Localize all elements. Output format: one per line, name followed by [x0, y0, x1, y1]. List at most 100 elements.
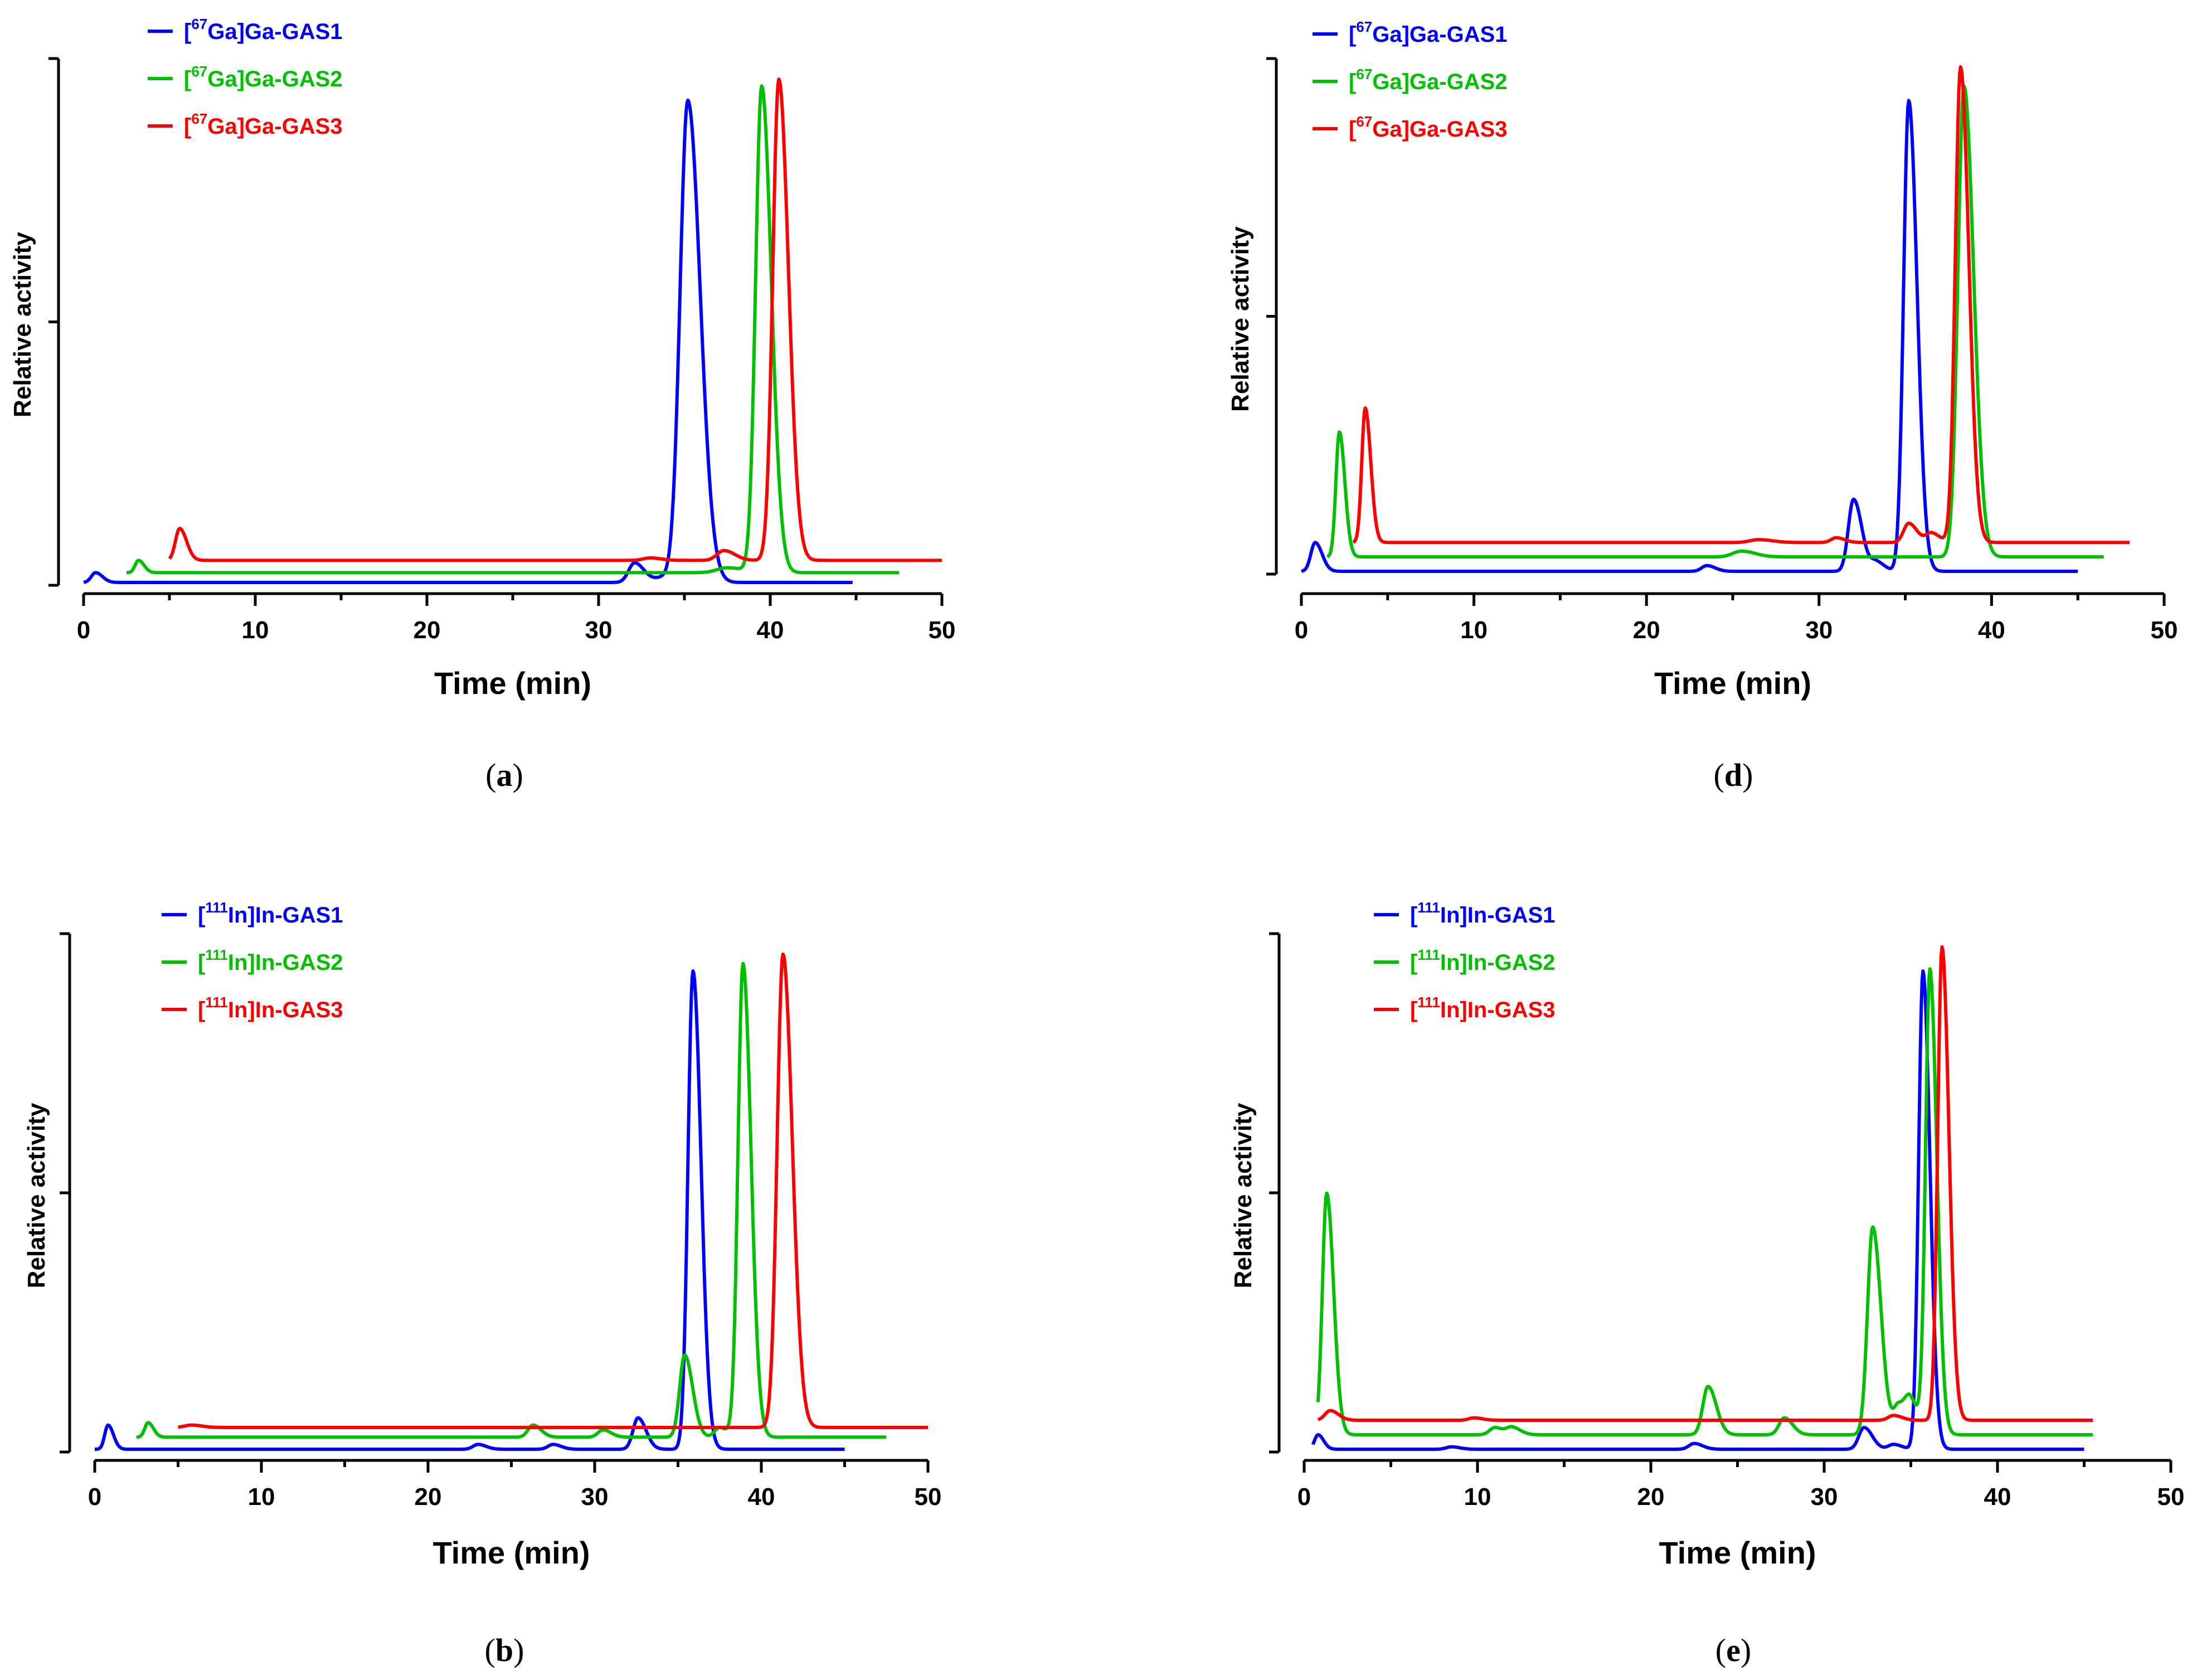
panel-label: (b) [485, 1632, 524, 1668]
legend-prefix: [ [184, 114, 191, 139]
x-tick-label: 0 [1295, 616, 1308, 644]
panel-label-close-paren: ) [513, 1632, 524, 1668]
x-axis-label: Time (min) [1654, 666, 1811, 701]
legend-entry-gas2: [67Ga]Ga-GAS2 [1349, 66, 1508, 94]
panel-label: (d) [1714, 757, 1753, 793]
legend-entry-gas2: [111In]In-GAS2 [198, 946, 343, 975]
x-tick-label: 30 [585, 616, 613, 644]
legend-entry-gas3: [111In]In-GAS3 [198, 994, 343, 1022]
panel-b: 0 10 20 30 40 50 Time (min) Relative activity [1… [23, 899, 941, 1668]
series-line-gas3 [168, 77, 943, 562]
legend-prefix: [ [1410, 998, 1417, 1022]
x-tick-label: 20 [414, 616, 441, 644]
series-line-gas3 [1352, 65, 2131, 545]
legend-prefix: [ [1349, 22, 1356, 47]
panel-label-open-paren: ( [485, 1632, 495, 1668]
y-axis-label: Relative activity [9, 232, 36, 417]
series-line-gas2 [125, 84, 900, 575]
panel-e: 0 10 20 30 40 50 Time (min) Relative activity [1… [1229, 899, 2184, 1668]
legend-prefix: [ [184, 20, 191, 44]
x-tick-label: 20 [1633, 616, 1660, 644]
x-tick-label: 10 [242, 616, 269, 644]
legend-entry-gas3: [67Ga]Ga-GAS3 [184, 110, 343, 139]
y-axis-label: Relative activity [1227, 226, 1254, 412]
legend-entry-gas3: [111In]In-GAS3 [1410, 994, 1556, 1022]
series-line-gas2 [1316, 967, 2094, 1436]
series-line-gas1 [1311, 969, 2085, 1451]
legend-suffix: Ga]Ga-GAS3 [1372, 117, 1507, 142]
panel-label-close-paren: ) [1742, 757, 1753, 793]
legend-superscript: 67 [1356, 113, 1372, 130]
series-line-gas1 [82, 98, 854, 584]
x-tick-label: 40 [757, 616, 784, 644]
panel-a: 0 10 20 30 40 50 Time (min) Relative activity [6… [9, 16, 955, 793]
x-tick-label: 10 [1460, 616, 1488, 644]
panel-label-close-paren: ) [1741, 1632, 1751, 1668]
x-tick-label: 0 [88, 1483, 101, 1511]
x-axis-label: Time (min) [434, 666, 591, 701]
legend-superscript: 111 [1417, 994, 1440, 1011]
panel-label: (a) [485, 757, 523, 793]
x-axis-label: Time (min) [1659, 1535, 1816, 1570]
x-tick-label: 0 [1297, 1483, 1311, 1511]
legend-entry-gas1: [67Ga]Ga-GAS1 [1349, 18, 1508, 47]
x-tick-label: 30 [1811, 1483, 1838, 1511]
x-tick-label: 30 [1805, 616, 1833, 644]
panel-label-letter: a [497, 757, 513, 793]
series-line-gas2 [135, 962, 887, 1439]
x-tick-label: 50 [2157, 1483, 2185, 1511]
legend-prefix: [ [198, 998, 205, 1022]
legend-entry-gas1: [111In]In-GAS1 [198, 899, 343, 928]
x-tick-label: 50 [2151, 616, 2178, 644]
series-line-gas2 [1326, 84, 2105, 559]
panel-label-letter: d [1724, 757, 1742, 793]
legend-suffix: In]In-GAS3 [228, 998, 343, 1022]
x-tick-label: 40 [748, 1483, 775, 1511]
legend-superscript: 111 [205, 994, 228, 1011]
x-tick-label: 10 [1464, 1483, 1491, 1511]
legend-suffix: In]In-GAS1 [228, 903, 343, 928]
series-line-gas3 [1317, 945, 2094, 1422]
x-tick-label: 40 [1978, 616, 2005, 644]
panel-label-open-paren: ( [1715, 1632, 1726, 1668]
legend-suffix: Ga]Ga-GAS3 [207, 114, 342, 139]
legend-prefix: [ [1349, 70, 1356, 94]
panel-label: (e) [1715, 1632, 1751, 1668]
panel-label-open-paren: ( [485, 757, 496, 793]
legend-suffix: Ga]Ga-GAS1 [1372, 22, 1507, 47]
legend-prefix: [ [1410, 903, 1417, 928]
legend-suffix: Ga]Ga-GAS2 [1372, 70, 1507, 94]
legend-suffix: In]In-GAS3 [1440, 998, 1556, 1022]
x-axis-label: Time (min) [432, 1535, 590, 1570]
legend-suffix: In]In-GAS1 [1440, 903, 1556, 928]
legend-entry-gas1: [67Ga]Ga-GAS1 [184, 16, 343, 44]
legend-suffix: Ga]Ga-GAS1 [207, 20, 342, 44]
legend-entry-gas2: [111In]In-GAS2 [1410, 946, 1556, 975]
legend-superscript: 67 [1356, 18, 1372, 35]
legend-superscript: 111 [1417, 946, 1440, 963]
legend-superscript: 111 [205, 899, 228, 916]
series-line-gas3 [177, 952, 929, 1429]
legend-entry-gas3: [67Ga]Ga-GAS3 [1349, 113, 1508, 142]
legend-superscript: 111 [205, 946, 228, 963]
legend-superscript: 67 [191, 110, 207, 127]
legend-superscript: 111 [1417, 899, 1440, 916]
series-line-gas1 [94, 969, 845, 1451]
panel-label-letter: b [495, 1632, 513, 1668]
legend-superscript: 67 [191, 63, 207, 80]
legend-prefix: [ [1349, 117, 1356, 142]
x-tick-label: 10 [248, 1483, 275, 1511]
panel-label-close-paren: ) [513, 757, 523, 793]
x-tick-label: 20 [415, 1483, 442, 1511]
x-tick-label: 50 [929, 616, 956, 644]
y-axis-label: Relative activity [23, 1103, 50, 1288]
x-tick-label: 20 [1637, 1483, 1665, 1511]
panel-label-letter: e [1726, 1632, 1741, 1668]
x-tick-label: 50 [915, 1483, 942, 1511]
x-tick-label: 30 [581, 1483, 609, 1511]
legend-suffix: In]In-GAS2 [228, 950, 343, 975]
legend-prefix: [ [1410, 950, 1417, 975]
legend-suffix: In]In-GAS2 [1440, 950, 1556, 975]
legend-prefix: [ [198, 903, 205, 928]
